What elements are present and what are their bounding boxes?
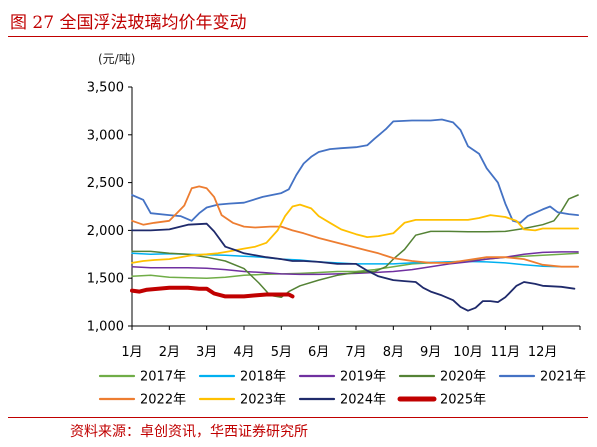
y-tick-label: 1,500 bbox=[87, 272, 124, 287]
legend-label: 2017年 bbox=[140, 370, 186, 385]
y-tick-label: 2,500 bbox=[87, 176, 124, 191]
chart-series-lines bbox=[130, 118, 579, 312]
y-tick-label: 2,000 bbox=[87, 224, 124, 239]
chart-axes: 1,000 1,500 2,000 2,500 3,000 3,500 1月 2月 3月 4月 5月… bbox=[87, 81, 581, 360]
line-chart: 1,000 1,500 2,000 2,500 3,000 3,500 1月 2月 3月 4月 5月… bbox=[87, 81, 586, 408]
y-tick-label: 1,000 bbox=[87, 320, 124, 335]
unit-label: (元/吨) bbox=[98, 52, 136, 66]
series-line-2025年 bbox=[130, 285, 295, 299]
legend-label: 2023年 bbox=[240, 393, 286, 408]
legend-label: 2019年 bbox=[340, 370, 386, 385]
x-tick-label: 4月 bbox=[233, 345, 254, 360]
legend-label: 2025年 bbox=[440, 393, 486, 408]
legend-label: 2024年 bbox=[340, 393, 386, 408]
x-tick-label: 10月 bbox=[453, 345, 483, 360]
x-tick-label: 11月 bbox=[491, 345, 521, 360]
series-line-2022年 bbox=[131, 185, 579, 268]
x-tick-label: 3月 bbox=[196, 345, 217, 360]
figure-title: 图 27 全国浮法玻璃均价年变动 bbox=[10, 13, 247, 33]
series-line-2020年 bbox=[131, 194, 579, 299]
legend-label: 2021年 bbox=[540, 370, 586, 385]
x-tick-label: 7月 bbox=[345, 345, 366, 360]
x-tick-label: 1月 bbox=[121, 345, 142, 360]
title-rule bbox=[8, 36, 588, 37]
legend-label: 2022年 bbox=[140, 393, 186, 408]
x-tick-label: 5月 bbox=[271, 345, 292, 360]
x-tick-label: 6月 bbox=[308, 345, 329, 360]
legend-label: 2020年 bbox=[440, 370, 486, 385]
source-rule bbox=[8, 417, 588, 418]
source-note: 资料来源：卓创资讯，华西证券研究所 bbox=[70, 424, 308, 440]
y-tick-label: 3,000 bbox=[87, 128, 124, 143]
x-tick-label: 12月 bbox=[528, 345, 558, 360]
x-tick-label: 8月 bbox=[383, 345, 404, 360]
chart-legend: 2017年 2018年 2019年 2020年 2021年 2022年 2023年 2024年… bbox=[98, 370, 586, 408]
series-line-2024年 bbox=[131, 222, 576, 312]
x-tick-label: 2月 bbox=[159, 345, 180, 360]
legend-label: 2018年 bbox=[240, 370, 286, 385]
y-tick-label: 3,500 bbox=[87, 81, 124, 96]
series-line-2023年 bbox=[131, 203, 579, 264]
series-line-2021年 bbox=[131, 118, 579, 224]
x-tick-label: 9月 bbox=[420, 345, 441, 360]
